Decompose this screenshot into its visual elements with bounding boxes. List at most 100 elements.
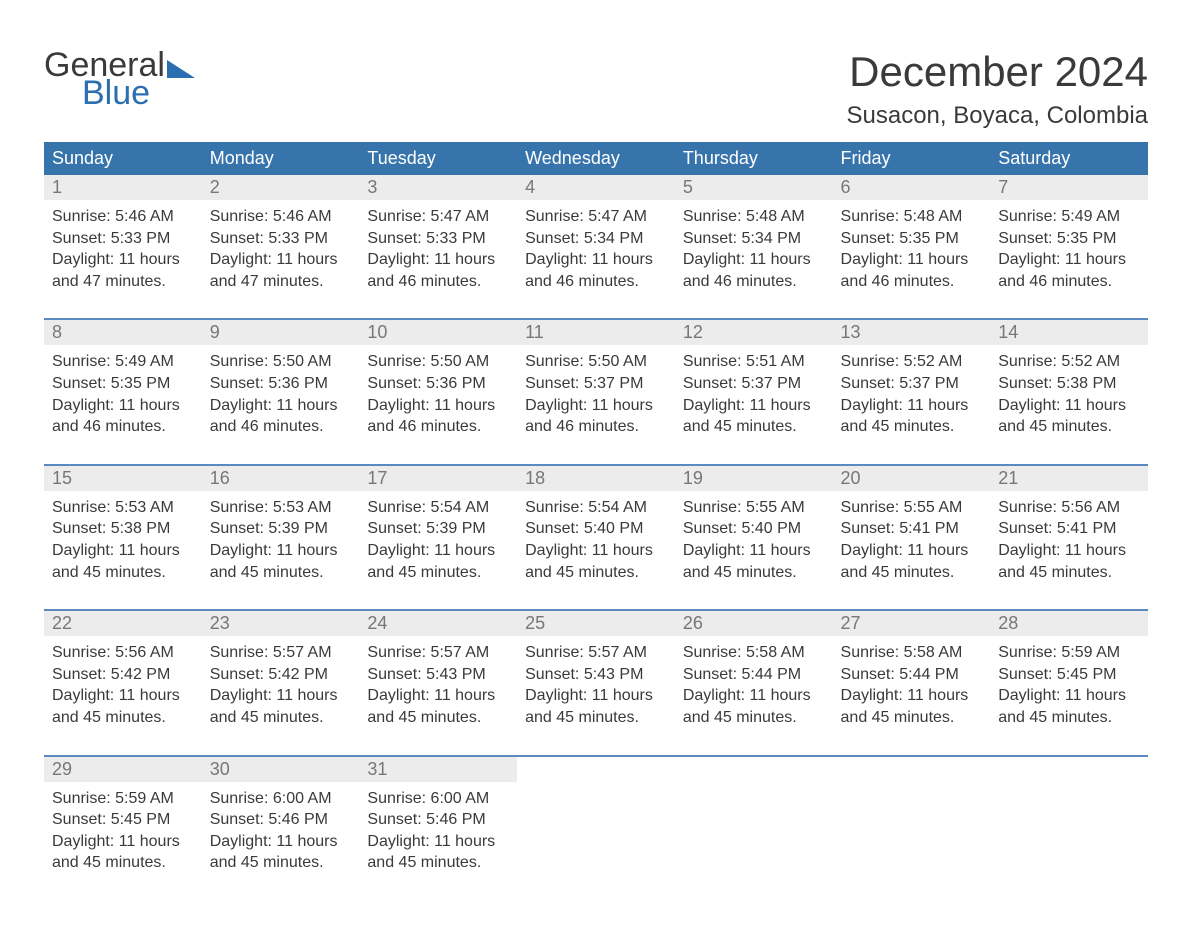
- day-details-cell: Sunrise: 5:47 AMSunset: 5:34 PMDaylight:…: [517, 200, 675, 319]
- day-number-cell: 4: [517, 175, 675, 200]
- daylight-text: Daylight: 11 hours and 46 minutes.: [525, 249, 667, 292]
- daylight-text: Daylight: 11 hours and 45 minutes.: [841, 540, 983, 583]
- day-details-row: Sunrise: 5:56 AMSunset: 5:42 PMDaylight:…: [44, 636, 1148, 755]
- day-details-cell: Sunrise: 5:49 AMSunset: 5:35 PMDaylight:…: [44, 345, 202, 464]
- sunset-text: Sunset: 5:36 PM: [210, 373, 352, 395]
- day-number-row: 22232425262728: [44, 611, 1148, 636]
- sunset-text: Sunset: 5:34 PM: [525, 228, 667, 250]
- day-details-cell: [675, 782, 833, 900]
- day-details-row: Sunrise: 5:59 AMSunset: 5:45 PMDaylight:…: [44, 782, 1148, 900]
- daylight-text: Daylight: 11 hours and 46 minutes.: [841, 249, 983, 292]
- day-details-cell: Sunrise: 5:49 AMSunset: 5:35 PMDaylight:…: [990, 200, 1148, 319]
- day-details-cell: Sunrise: 5:53 AMSunset: 5:39 PMDaylight:…: [202, 491, 360, 610]
- day-details-cell: Sunrise: 5:46 AMSunset: 5:33 PMDaylight:…: [202, 200, 360, 319]
- day-number-cell: [833, 757, 991, 782]
- day-number-cell: 1: [44, 175, 202, 200]
- daylight-text: Daylight: 11 hours and 45 minutes.: [210, 685, 352, 728]
- daylight-text: Daylight: 11 hours and 45 minutes.: [210, 831, 352, 874]
- day-details-cell: Sunrise: 5:53 AMSunset: 5:38 PMDaylight:…: [44, 491, 202, 610]
- sunset-text: Sunset: 5:45 PM: [998, 664, 1140, 686]
- day-number-cell: 30: [202, 757, 360, 782]
- day-number-cell: 25: [517, 611, 675, 636]
- day-number-cell: 28: [990, 611, 1148, 636]
- sunset-text: Sunset: 5:39 PM: [367, 518, 509, 540]
- day-number-cell: 18: [517, 466, 675, 491]
- daylight-text: Daylight: 11 hours and 45 minutes.: [525, 685, 667, 728]
- daylight-text: Daylight: 11 hours and 45 minutes.: [998, 395, 1140, 438]
- day-details-cell: [517, 782, 675, 900]
- calendar-page: General Blue December 2024 Susacon, Boya…: [0, 0, 1188, 940]
- day-number-cell: 15: [44, 466, 202, 491]
- day-number-row: 15161718192021: [44, 466, 1148, 491]
- day-number-cell: 16: [202, 466, 360, 491]
- daylight-text: Daylight: 11 hours and 45 minutes.: [367, 540, 509, 583]
- day-number-row: 891011121314: [44, 320, 1148, 345]
- weekday-header: Friday: [833, 142, 991, 175]
- daylight-text: Daylight: 11 hours and 45 minutes.: [52, 540, 194, 583]
- sunrise-text: Sunrise: 5:51 AM: [683, 351, 825, 373]
- sunrise-text: Sunrise: 6:00 AM: [367, 788, 509, 810]
- day-details-cell: Sunrise: 5:51 AMSunset: 5:37 PMDaylight:…: [675, 345, 833, 464]
- sunset-text: Sunset: 5:45 PM: [52, 809, 194, 831]
- daylight-text: Daylight: 11 hours and 45 minutes.: [998, 540, 1140, 583]
- day-details-cell: Sunrise: 5:50 AMSunset: 5:37 PMDaylight:…: [517, 345, 675, 464]
- daylight-text: Daylight: 11 hours and 46 minutes.: [367, 395, 509, 438]
- brand-word2: Blue: [82, 76, 195, 110]
- daylight-text: Daylight: 11 hours and 45 minutes.: [52, 831, 194, 874]
- day-details-cell: Sunrise: 5:52 AMSunset: 5:37 PMDaylight:…: [833, 345, 991, 464]
- sunrise-text: Sunrise: 5:55 AM: [683, 497, 825, 519]
- sunrise-text: Sunrise: 5:57 AM: [210, 642, 352, 664]
- sunrise-text: Sunrise: 5:55 AM: [841, 497, 983, 519]
- day-number-cell: 29: [44, 757, 202, 782]
- sunrise-text: Sunrise: 5:58 AM: [683, 642, 825, 664]
- daylight-text: Daylight: 11 hours and 46 minutes.: [52, 395, 194, 438]
- day-number-cell: 23: [202, 611, 360, 636]
- location-subtitle: Susacon, Boyaca, Colombia: [847, 102, 1149, 130]
- day-details-cell: Sunrise: 5:57 AMSunset: 5:43 PMDaylight:…: [517, 636, 675, 755]
- weekday-header: Sunday: [44, 142, 202, 175]
- sunset-text: Sunset: 5:43 PM: [525, 664, 667, 686]
- sunrise-text: Sunrise: 5:58 AM: [841, 642, 983, 664]
- sunrise-text: Sunrise: 5:48 AM: [683, 206, 825, 228]
- sunset-text: Sunset: 5:37 PM: [683, 373, 825, 395]
- sunrise-text: Sunrise: 5:57 AM: [367, 642, 509, 664]
- day-details-row: Sunrise: 5:53 AMSunset: 5:38 PMDaylight:…: [44, 491, 1148, 610]
- daylight-text: Daylight: 11 hours and 45 minutes.: [841, 395, 983, 438]
- sunset-text: Sunset: 5:38 PM: [998, 373, 1140, 395]
- weekday-header: Saturday: [990, 142, 1148, 175]
- sunrise-text: Sunrise: 5:46 AM: [210, 206, 352, 228]
- day-details-cell: Sunrise: 5:50 AMSunset: 5:36 PMDaylight:…: [359, 345, 517, 464]
- day-number-cell: 5: [675, 175, 833, 200]
- sunrise-text: Sunrise: 6:00 AM: [210, 788, 352, 810]
- day-number-cell: 21: [990, 466, 1148, 491]
- daylight-text: Daylight: 11 hours and 45 minutes.: [683, 395, 825, 438]
- daylight-text: Daylight: 11 hours and 45 minutes.: [525, 540, 667, 583]
- daylight-text: Daylight: 11 hours and 45 minutes.: [998, 685, 1140, 728]
- sunrise-text: Sunrise: 5:50 AM: [525, 351, 667, 373]
- month-title: December 2024: [847, 48, 1149, 96]
- day-details-cell: Sunrise: 5:59 AMSunset: 5:45 PMDaylight:…: [44, 782, 202, 900]
- sunrise-text: Sunrise: 5:52 AM: [998, 351, 1140, 373]
- day-details-cell: Sunrise: 5:57 AMSunset: 5:42 PMDaylight:…: [202, 636, 360, 755]
- day-details-cell: Sunrise: 5:50 AMSunset: 5:36 PMDaylight:…: [202, 345, 360, 464]
- sunrise-text: Sunrise: 5:56 AM: [998, 497, 1140, 519]
- sunset-text: Sunset: 5:41 PM: [998, 518, 1140, 540]
- sunset-text: Sunset: 5:40 PM: [525, 518, 667, 540]
- day-details-cell: Sunrise: 6:00 AMSunset: 5:46 PMDaylight:…: [359, 782, 517, 900]
- day-number-cell: 14: [990, 320, 1148, 345]
- day-number-cell: 17: [359, 466, 517, 491]
- day-details-cell: Sunrise: 5:54 AMSunset: 5:40 PMDaylight:…: [517, 491, 675, 610]
- sunset-text: Sunset: 5:46 PM: [367, 809, 509, 831]
- daylight-text: Daylight: 11 hours and 45 minutes.: [683, 685, 825, 728]
- daylight-text: Daylight: 11 hours and 46 minutes.: [683, 249, 825, 292]
- sunset-text: Sunset: 5:43 PM: [367, 664, 509, 686]
- day-number-cell: 10: [359, 320, 517, 345]
- sunset-text: Sunset: 5:40 PM: [683, 518, 825, 540]
- day-details-cell: Sunrise: 5:57 AMSunset: 5:43 PMDaylight:…: [359, 636, 517, 755]
- day-number-cell: 6: [833, 175, 991, 200]
- weekday-header: Thursday: [675, 142, 833, 175]
- daylight-text: Daylight: 11 hours and 45 minutes.: [841, 685, 983, 728]
- day-details-cell: Sunrise: 5:54 AMSunset: 5:39 PMDaylight:…: [359, 491, 517, 610]
- day-number-cell: 8: [44, 320, 202, 345]
- sunrise-text: Sunrise: 5:49 AM: [52, 351, 194, 373]
